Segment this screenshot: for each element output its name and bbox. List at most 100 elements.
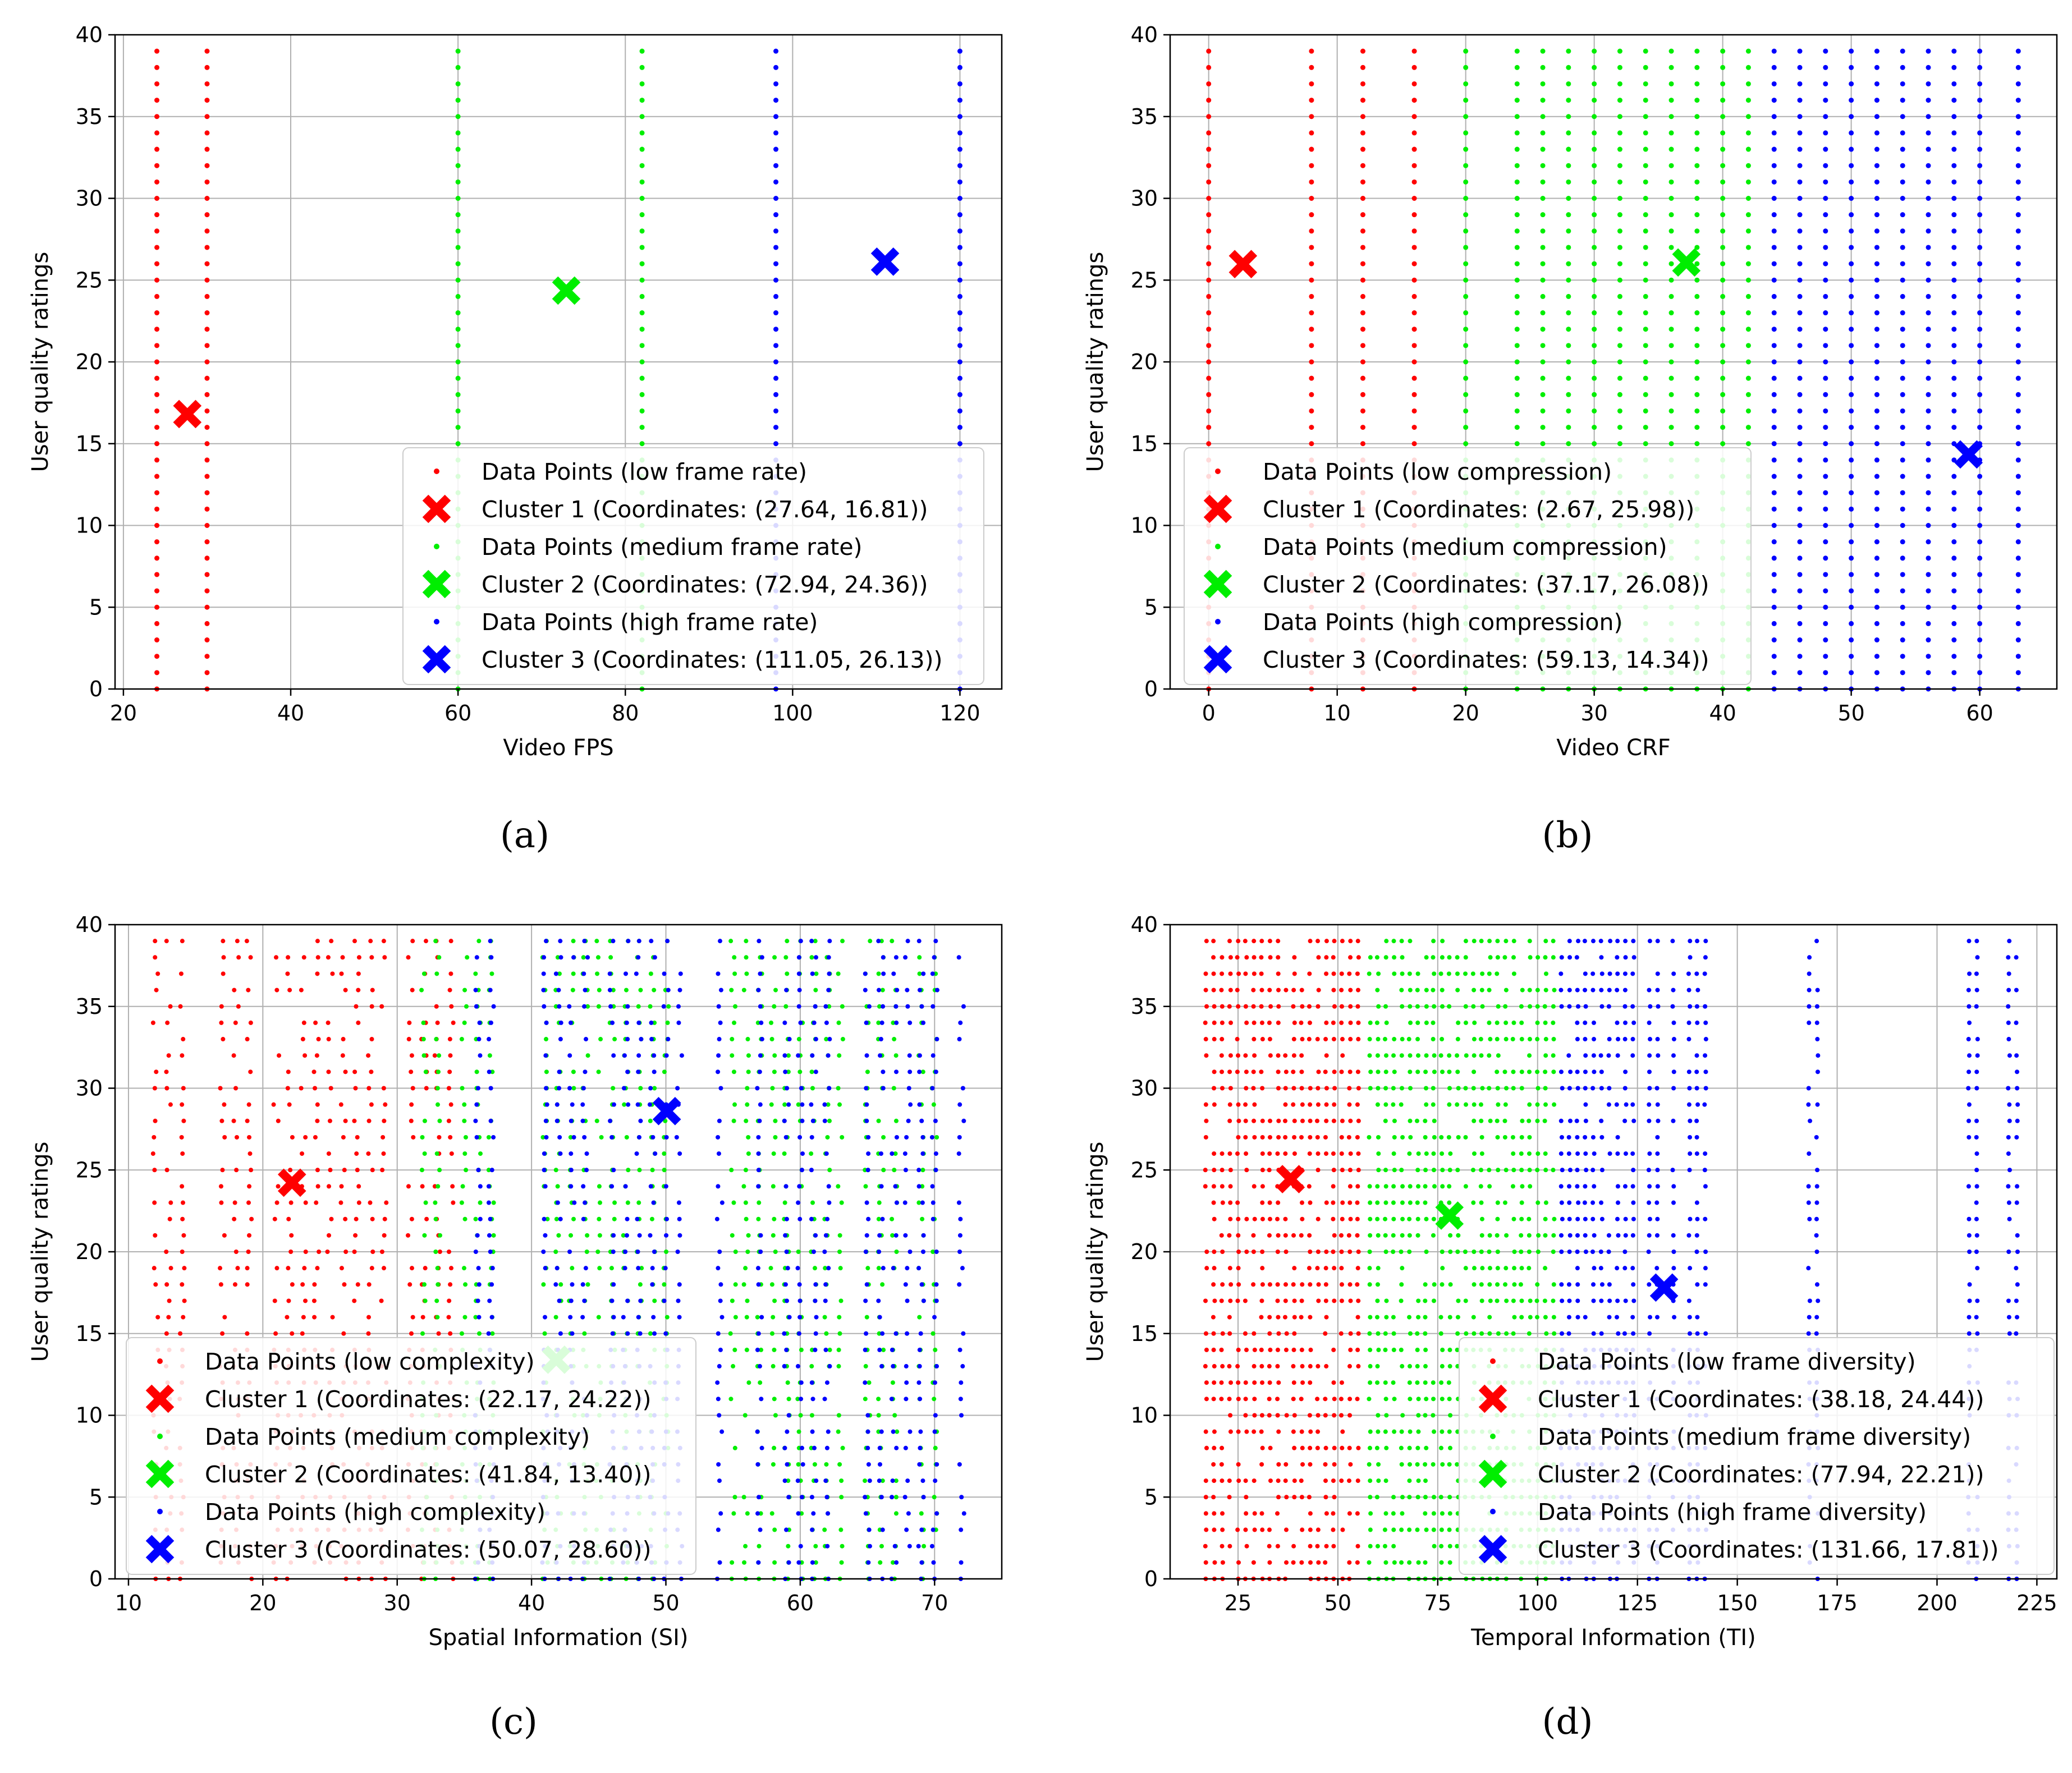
data-point	[2015, 245, 2021, 250]
data-point	[2015, 441, 2021, 447]
data-point	[625, 1037, 630, 1042]
data-point	[1592, 48, 1597, 54]
data-point	[639, 310, 645, 316]
data-point	[1267, 1037, 1272, 1042]
data-point	[1384, 1053, 1389, 1058]
data-point	[1275, 1544, 1280, 1549]
data-point	[1408, 1118, 1413, 1123]
data-point	[473, 971, 478, 976]
data-point	[1720, 48, 1726, 54]
data-point	[1823, 179, 1828, 185]
data-point	[1299, 987, 1304, 993]
data-point	[1244, 1216, 1249, 1221]
data-point	[580, 1282, 585, 1287]
data-point	[446, 1118, 451, 1123]
data-point	[773, 245, 779, 250]
data-point	[1432, 1429, 1437, 1434]
data-point	[1874, 65, 1880, 70]
data-point	[1376, 1151, 1381, 1156]
data-point	[1617, 261, 1622, 267]
data-point	[890, 1380, 895, 1385]
data-point	[1977, 81, 1983, 86]
data-point	[1355, 1511, 1360, 1516]
data-point	[1251, 987, 1256, 993]
data-point	[486, 1184, 491, 1189]
data-point	[1504, 1233, 1509, 1238]
data-point	[1900, 588, 1905, 594]
data-point	[1375, 1364, 1380, 1369]
data-point	[1316, 1560, 1321, 1565]
data-point	[863, 1347, 868, 1352]
data-point	[569, 1020, 574, 1025]
data-point	[930, 1216, 936, 1221]
data-point	[299, 987, 304, 993]
data-point	[1567, 1298, 1572, 1303]
data-point	[152, 1168, 157, 1173]
data-point	[1519, 1315, 1524, 1320]
data-point	[204, 555, 210, 561]
data-point	[2015, 277, 2021, 283]
data-point	[356, 955, 361, 960]
data-point	[1212, 1151, 1217, 1156]
data-point	[410, 1315, 415, 1320]
data-point	[1392, 1429, 1397, 1434]
data-point	[1463, 130, 1469, 136]
data-point	[1544, 1331, 1549, 1336]
data-point	[1399, 1445, 1404, 1450]
data-point	[178, 971, 184, 976]
data-point	[678, 971, 683, 976]
data-point	[1299, 1315, 1304, 1320]
data-point	[826, 955, 831, 960]
data-point	[933, 1478, 938, 1483]
data-point	[338, 1200, 343, 1205]
data-point	[1900, 523, 1905, 528]
data-point	[867, 1544, 872, 1549]
data-point	[1874, 245, 1880, 250]
data-point	[1236, 1282, 1241, 1287]
data-point	[827, 1364, 832, 1369]
data-point	[1332, 1233, 1337, 1238]
data-point	[1514, 441, 1520, 447]
data-point	[249, 1216, 254, 1221]
data-point	[449, 1004, 454, 1009]
data-point	[756, 1560, 761, 1565]
data-point	[652, 1298, 657, 1303]
data-point	[827, 1168, 832, 1173]
data-point	[1592, 179, 1597, 185]
data-point	[1472, 1037, 1477, 1042]
data-point	[1926, 245, 1931, 250]
data-point	[932, 955, 937, 960]
data-point	[555, 1200, 560, 1205]
data-point	[152, 1266, 157, 1271]
data-point	[1900, 555, 1905, 561]
data-point	[1220, 1250, 1225, 1254]
data-point	[1374, 1495, 1379, 1500]
legend-cross-marker	[145, 1535, 175, 1564]
data-point	[1455, 1053, 1460, 1058]
data-point	[300, 1151, 305, 1156]
data-point	[1503, 939, 1509, 944]
data-point	[409, 1053, 414, 1058]
data-point	[204, 163, 210, 168]
x-axis-label: Video CRF	[1556, 735, 1671, 761]
data-point	[639, 130, 645, 136]
data-point	[877, 1233, 882, 1238]
data-point	[1823, 48, 1828, 54]
data-point	[1323, 1495, 1328, 1500]
data-point	[1291, 1102, 1296, 1107]
data-point	[1951, 212, 1957, 218]
data-point	[1447, 1086, 1452, 1091]
data-point	[1291, 1380, 1296, 1385]
data-point	[892, 1544, 897, 1549]
data-point	[827, 1347, 832, 1352]
data-point	[1463, 310, 1469, 316]
data-point	[1519, 1233, 1524, 1238]
data-point	[1424, 1102, 1429, 1107]
data-point	[758, 1380, 763, 1385]
data-point	[635, 1250, 640, 1254]
data-point	[1411, 130, 1417, 136]
data-point	[558, 1037, 563, 1042]
data-point	[1204, 1397, 1209, 1402]
data-point	[164, 939, 169, 944]
data-point	[611, 1102, 616, 1107]
